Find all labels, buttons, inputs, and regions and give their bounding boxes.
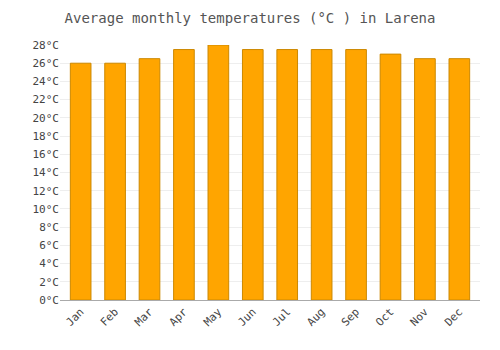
- svg-text:12°C: 12°C: [33, 185, 60, 198]
- svg-text:0°C: 0°C: [39, 294, 59, 307]
- svg-text:18°C: 18°C: [33, 130, 60, 143]
- svg-text:20°C: 20°C: [33, 112, 60, 125]
- svg-text:4°C: 4°C: [39, 257, 59, 270]
- svg-text:Average monthly temperatures (: Average monthly temperatures (°C ) in La…: [65, 10, 436, 26]
- svg-text:28°C: 28°C: [33, 39, 60, 52]
- svg-text:2°C: 2°C: [39, 276, 59, 289]
- svg-text:6°C: 6°C: [39, 239, 59, 252]
- svg-text:May: May: [201, 305, 225, 329]
- svg-text:Jan: Jan: [63, 306, 86, 329]
- svg-text:Oct: Oct: [373, 306, 396, 329]
- svg-text:Jul: Jul: [270, 306, 293, 329]
- svg-text:22°C: 22°C: [33, 93, 60, 106]
- svg-text:Nov: Nov: [408, 305, 432, 329]
- svg-text:Feb: Feb: [98, 306, 121, 329]
- svg-text:Sep: Sep: [339, 306, 362, 329]
- svg-text:14°C: 14°C: [33, 166, 60, 179]
- svg-text:Dec: Dec: [442, 306, 465, 329]
- svg-text:Jun: Jun: [236, 306, 259, 329]
- svg-text:24°C: 24°C: [33, 75, 60, 88]
- svg-text:Apr: Apr: [167, 305, 191, 329]
- svg-text:Aug: Aug: [304, 306, 327, 329]
- svg-text:26°C: 26°C: [33, 57, 60, 70]
- svg-text:8°C: 8°C: [39, 221, 59, 234]
- svg-text:16°C: 16°C: [33, 148, 60, 161]
- svg-text:Mar: Mar: [132, 305, 156, 329]
- svg-text:10°C: 10°C: [33, 203, 60, 216]
